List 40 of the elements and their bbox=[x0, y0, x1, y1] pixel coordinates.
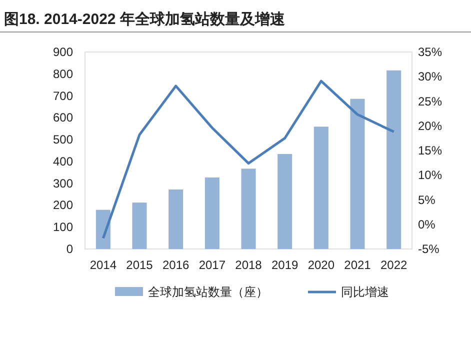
y-tick-label: 600 bbox=[52, 110, 74, 125]
chart-title: 图18. 2014-2022 年全球加氢站数量及增速 bbox=[4, 11, 286, 28]
x-tick-label: 2020 bbox=[308, 258, 335, 272]
y-tick-label: 900 bbox=[52, 45, 74, 59]
x-tick-label: 2017 bbox=[198, 258, 226, 272]
x-tick-label: 2014 bbox=[90, 258, 117, 272]
y-tick-label: 400 bbox=[52, 154, 74, 168]
y2-tick-label: 20% bbox=[418, 118, 442, 133]
bar bbox=[168, 189, 184, 249]
x-tick-label: 2022 bbox=[380, 258, 408, 272]
y-tick-label: 100 bbox=[52, 220, 74, 234]
legend-label: 全球加氢站数量（座） bbox=[148, 285, 268, 299]
x-tick-label: 2016 bbox=[162, 258, 190, 272]
legend-label: 同比增速 bbox=[341, 285, 389, 299]
y-tick-label: 300 bbox=[52, 176, 74, 190]
bar bbox=[314, 126, 328, 249]
y-tick-label: 700 bbox=[52, 88, 74, 103]
bar bbox=[96, 210, 110, 249]
y2-tick-label: 5% bbox=[418, 192, 436, 207]
bar bbox=[350, 98, 365, 249]
y2-tick-label: -5% bbox=[418, 242, 440, 256]
y2-tick-label: 0% bbox=[418, 217, 436, 232]
y-tick-label: 0 bbox=[66, 242, 74, 256]
bar bbox=[241, 168, 256, 249]
y2-tick-label: 10% bbox=[418, 168, 442, 182]
y2-tick-label: 15% bbox=[418, 144, 442, 158]
y2-tick-label: 35% bbox=[418, 45, 442, 59]
y2-tick-label: 30% bbox=[418, 70, 442, 84]
bar bbox=[204, 177, 220, 249]
bar bbox=[278, 154, 292, 249]
x-tick-label: 2015 bbox=[126, 258, 154, 272]
y-tick-label: 200 bbox=[52, 198, 74, 212]
y2-tick-label: 25% bbox=[418, 94, 442, 108]
x-tick-label: 2019 bbox=[271, 258, 299, 272]
x-tick-label: 2018 bbox=[235, 258, 262, 272]
bar bbox=[386, 70, 402, 249]
x-tick-label: 2021 bbox=[344, 258, 372, 272]
bar bbox=[132, 202, 147, 249]
y-tick-label: 800 bbox=[52, 66, 74, 81]
y-tick-label: 500 bbox=[52, 132, 74, 147]
